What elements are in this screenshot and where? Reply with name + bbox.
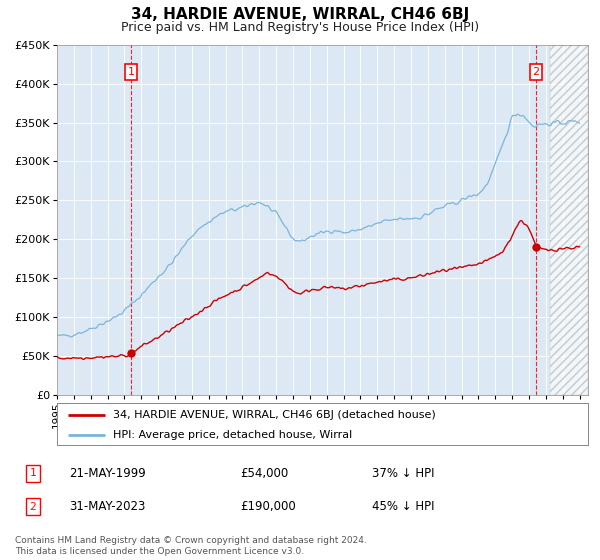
Text: Price paid vs. HM Land Registry's House Price Index (HPI): Price paid vs. HM Land Registry's House …: [121, 21, 479, 34]
Text: 34, HARDIE AVENUE, WIRRAL, CH46 6BJ: 34, HARDIE AVENUE, WIRRAL, CH46 6BJ: [131, 7, 469, 22]
Text: 1: 1: [128, 67, 134, 77]
Text: Contains HM Land Registry data © Crown copyright and database right 2024.
This d: Contains HM Land Registry data © Crown c…: [15, 536, 367, 556]
Text: 45% ↓ HPI: 45% ↓ HPI: [372, 500, 434, 514]
Text: 37% ↓ HPI: 37% ↓ HPI: [372, 466, 434, 480]
Text: £190,000: £190,000: [240, 500, 296, 514]
Text: 1: 1: [29, 468, 37, 478]
Text: £54,000: £54,000: [240, 466, 288, 480]
Text: 21-MAY-1999: 21-MAY-1999: [69, 466, 146, 480]
Text: HPI: Average price, detached house, Wirral: HPI: Average price, detached house, Wirr…: [113, 430, 352, 440]
Text: 34, HARDIE AVENUE, WIRRAL, CH46 6BJ (detached house): 34, HARDIE AVENUE, WIRRAL, CH46 6BJ (det…: [113, 410, 436, 420]
Text: 31-MAY-2023: 31-MAY-2023: [69, 500, 145, 514]
Text: 2: 2: [29, 502, 37, 512]
Text: 2: 2: [533, 67, 539, 77]
